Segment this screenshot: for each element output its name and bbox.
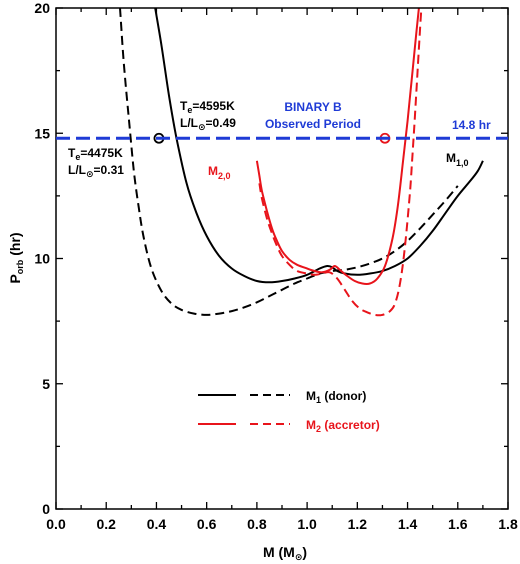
- legend-m1-label: M1 (donor): [306, 389, 366, 405]
- y-tick-label: 20: [34, 0, 50, 16]
- x-tick-label: 1.4: [398, 516, 418, 532]
- y-tick-label: 10: [34, 251, 50, 267]
- l2-annotation: L/L⊙=0.31: [68, 163, 124, 179]
- legend-m2-label: M2 (accretor): [306, 418, 380, 434]
- ticks: 0.0 0.2 0.4 0.6 0.8 1.0 1.2 1.4 1.6 1.8 0 5 10 15 20: [34, 0, 518, 532]
- x-axis-title: M (M⊙): [263, 544, 307, 562]
- axes: [55, 7, 509, 510]
- observed-title-line2: Observed Period: [265, 117, 361, 131]
- plot-lines: [119, 8, 484, 317]
- x-tick-label: 1.6: [448, 516, 468, 532]
- x-tick-label: 1.2: [348, 516, 368, 532]
- y-axis-title: Porb (hr): [7, 232, 25, 283]
- x-tick-label: 0.0: [46, 516, 66, 532]
- y-tick-label: 0: [42, 501, 50, 517]
- x-tick-label: 1.0: [297, 516, 317, 532]
- series-line-2: [119, 8, 459, 316]
- x-tick-label: 0.2: [96, 516, 116, 532]
- x-tick-label: 0.4: [147, 516, 167, 532]
- series-line-1: [154, 8, 484, 284]
- m10-label: M1,0: [446, 151, 469, 168]
- x-tick-label: 0.8: [247, 516, 267, 532]
- plot-frame: [55, 7, 509, 510]
- series-line-4: [258, 8, 423, 317]
- observed-period-value-label: 14.8 hr: [452, 118, 491, 132]
- y-tick-label: 5: [42, 376, 50, 392]
- m20-label: M2,0: [208, 164, 231, 181]
- l1-annotation: L/L⊙=0.49: [180, 116, 236, 132]
- y-tick-label: 15: [34, 125, 50, 141]
- x-tick-label: 0.6: [197, 516, 217, 532]
- legend: M1 (donor) M2 (accretor): [198, 389, 380, 434]
- observed-title-line1: BINARY B: [284, 100, 342, 114]
- series-line-3: [255, 8, 420, 286]
- x-tick-label: 1.8: [498, 516, 518, 532]
- te2-annotation: Te=4475K: [68, 146, 123, 162]
- te1-annotation: Te=4595K: [180, 99, 235, 115]
